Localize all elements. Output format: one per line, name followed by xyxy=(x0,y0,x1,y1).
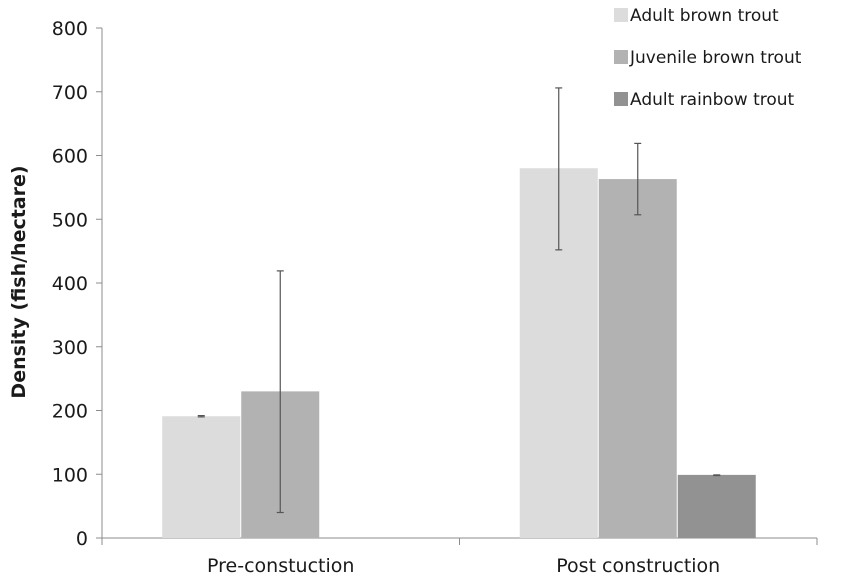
legend-label: Juvenile brown trout xyxy=(629,48,802,68)
x-category-label: Pre-constuction xyxy=(207,555,354,577)
bars xyxy=(162,168,756,538)
x-category-label: Post construction xyxy=(556,555,720,577)
legend-swatch xyxy=(614,92,628,106)
y-tick-label: 500 xyxy=(52,209,88,231)
y-tick-label: 400 xyxy=(52,273,88,295)
y-tick-label: 200 xyxy=(52,401,88,423)
y-axis: 0 100 200 300 400 500 600 700 800 xyxy=(52,18,103,550)
y-tick-label: 800 xyxy=(52,18,88,40)
bar xyxy=(598,179,677,538)
y-tick-label: 0 xyxy=(76,528,88,550)
bar xyxy=(162,416,241,538)
x-axis: Pre-constuction Post construction xyxy=(101,537,818,577)
legend-label: Adult brown trout xyxy=(630,6,779,26)
y-axis-title: Density (fish/hectare) xyxy=(8,165,30,398)
legend: Adult brown trout Juvenile brown trout Adu… xyxy=(614,6,802,110)
legend-swatch xyxy=(614,8,628,22)
legend-label: Adult rainbow trout xyxy=(630,90,795,110)
y-tick-label: 100 xyxy=(52,464,88,486)
error-bars xyxy=(197,87,721,514)
bar xyxy=(677,474,756,538)
y-tick-label: 600 xyxy=(52,146,88,168)
y-tick-label: 300 xyxy=(52,337,88,359)
legend-swatch xyxy=(614,50,628,64)
y-tick-label: 700 xyxy=(52,82,88,104)
